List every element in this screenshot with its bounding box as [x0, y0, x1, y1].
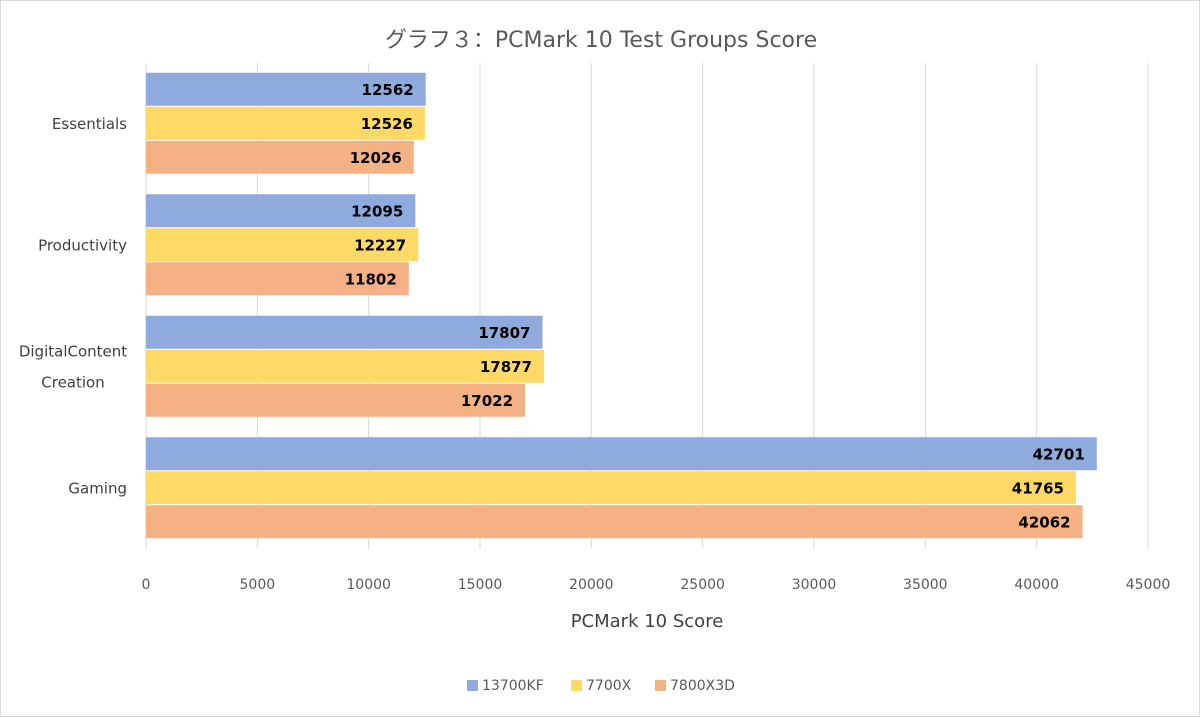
bar-13700KF-1: [146, 194, 416, 228]
data-label-7700X-3: 41765: [1012, 479, 1064, 497]
category-label: Gaming: [68, 479, 127, 497]
x-tick-label: 25000: [680, 577, 725, 593]
bars: [146, 72, 1097, 539]
data-label-7700X-1: 12227: [354, 236, 406, 254]
data-label-13700KF-3: 42701: [1033, 445, 1085, 463]
x-tick-label: 40000: [1014, 577, 1059, 593]
x-tick-label: 35000: [903, 577, 948, 593]
bar-7800X3D-2: [146, 383, 526, 417]
data-label-13700KF-1: 12095: [351, 202, 403, 220]
x-tick-label: 20000: [569, 577, 614, 593]
data-label-7800X3D-0: 12026: [350, 149, 402, 167]
category-label: DigitalContent: [19, 342, 127, 360]
data-label-7700X-0: 12526: [361, 115, 413, 133]
legend: 13700KF 7700X 7800X3D: [467, 678, 735, 694]
bar-13700KF-2: [146, 315, 543, 349]
bar-7800X3D-3: [146, 505, 1083, 539]
bar-7700X-1: [146, 228, 419, 262]
bar-7700X-0: [146, 106, 425, 140]
category-label: Essentials: [52, 115, 127, 133]
bar-13700KF-3: [146, 437, 1097, 471]
x-axis-title: PCMark 10 Score: [571, 611, 724, 632]
bar-7700X-2: [146, 349, 545, 383]
data-label-7800X3D-2: 17022: [461, 392, 513, 410]
bar-7800X3D-1: [146, 262, 409, 296]
x-tick-label: 45000: [1126, 577, 1171, 593]
bar-7700X-3: [146, 471, 1076, 505]
legend-label-13700KF: 13700KF: [482, 678, 544, 694]
data-label-7800X3D-3: 42062: [1018, 513, 1070, 531]
data-label-7800X3D-1: 11802: [345, 270, 397, 288]
x-tick-label: 30000: [792, 577, 837, 593]
data-labels: 12562 12526 12026 12095 12227 11802 17807 17877…: [345, 81, 1085, 532]
x-tick-label: 15000: [458, 577, 503, 593]
x-tick-label: 5000: [240, 577, 276, 593]
category-labels: Essentials Productivity DigitalContent Crea…: [19, 115, 127, 498]
chart-title: グラフ３：PCMark 10 Test Groups Score: [385, 28, 817, 53]
data-label-13700KF-0: 12562: [362, 81, 414, 99]
data-label-13700KF-2: 17807: [478, 324, 530, 342]
bar-13700KF-0: [146, 72, 426, 106]
x-tick-labels: 0 5000 10000 15000 20000 25000 30000 35000 40000…: [142, 577, 1171, 593]
x-tick-label: 10000: [346, 577, 391, 593]
legend-label-7800X3D: 7800X3D: [670, 678, 735, 694]
data-label-7700X-2: 17877: [480, 358, 532, 376]
legend-swatch-7800X3D: [655, 680, 666, 691]
x-tick-label: 0: [142, 577, 151, 593]
legend-swatch-7700X: [571, 680, 582, 691]
category-label: Creation: [41, 373, 104, 391]
category-label: Productivity: [38, 236, 127, 254]
bar-7800X3D-0: [146, 140, 414, 174]
legend-swatch-13700KF: [467, 680, 478, 691]
legend-label-7700X: 7700X: [586, 678, 632, 694]
